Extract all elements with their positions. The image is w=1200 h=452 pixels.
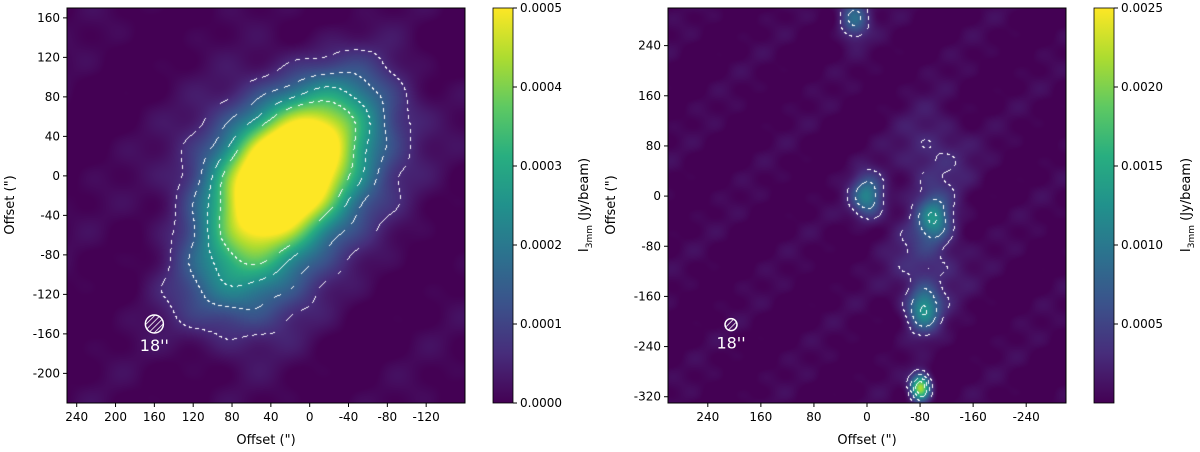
y-tick-label: 0 [52,169,60,183]
y-tick-label: -320 [634,390,661,404]
x-axis-label-2: Offset (") [837,433,896,448]
colorbar-ticks-1: 0.0000 0.0001 0.0002 0.0003 0.0004 0.0005 [513,1,562,410]
x-tick-label: 160 [749,410,772,424]
panel-2: 18'' 240 160 80 0 -80 -160 -240 240 160 80 0 -80 -1… [604,1,1197,448]
y-tick-label: -120 [33,287,60,301]
x-tick-label: -80 [378,410,398,424]
x-axis-ticks-1: 240 200 160 120 80 40 0 -40 -80 -120 [65,403,440,424]
x-tick-label: -80 [910,410,930,424]
y-tick-label: 240 [638,39,661,53]
x-tick-label: 80 [224,410,239,424]
y-axis-ticks-2: 240 160 80 0 -80 -160 -240 -320 [634,39,668,404]
colorbar-ticks-2: 0.0005 0.0010 0.0015 0.0020 0.0025 [1114,1,1163,331]
y-tick-label: -80 [641,239,661,253]
beam-circle [724,317,738,332]
beam-label: 18'' [716,334,745,353]
colorbar-tick-label: 0.0004 [520,80,562,94]
y-tick-label: 80 [646,139,661,153]
colorbar-tick-label: 0.0003 [520,159,562,173]
colorbar-tick-label: 0.0025 [1121,1,1163,15]
y-tick-label: 80 [45,90,60,104]
colorbar-tick-label: 0.0000 [520,396,562,410]
y-tick-label: -40 [40,208,60,222]
colorbar-tick-label: 0.0005 [1121,317,1163,331]
y-tick-label: 40 [45,129,60,143]
x-tick-label: -240 [1013,410,1040,424]
beam-label: 18'' [140,336,169,355]
y-axis-ticks-1: 160 120 80 40 0 -40 -80 -120 -160 -200 [33,11,67,380]
colorbar-tick-label: 0.0020 [1121,80,1163,94]
y-tick-label: 160 [638,89,661,103]
x-tick-label: 0 [863,410,871,424]
panel-1: 18'' 240 200 160 120 80 40 0 -40 -80 -120 160 120 8… [3,1,595,448]
x-tick-label: -40 [339,410,359,424]
y-tick-label: -80 [40,248,60,262]
y-axis-label-2: Offset (") [604,175,619,234]
beam-circle [144,314,165,334]
x-tick-label: -120 [413,410,440,424]
colorbar-tick-label: 0.0005 [520,1,562,15]
colorbar-label-1: I3mm (Jy/beam) [577,158,595,252]
colorbar-1 [492,7,514,404]
plot-frame-1 [66,7,466,404]
x-axis-label-1: Offset (") [236,433,295,448]
colorbar-label-2: I3mm (Jy/beam) [1179,158,1197,252]
x-tick-label: 160 [143,410,166,424]
x-tick-label: 240 [65,410,88,424]
beam-marker-1: 18'' [140,314,169,355]
x-tick-label: 200 [104,410,127,424]
colorbar-tick-label: 0.0015 [1121,159,1163,173]
colorbar-2 [1093,7,1115,404]
beam-marker-2: 18'' [716,317,746,353]
y-tick-label: -160 [33,327,60,341]
colorbar-tick-label: 0.0001 [520,317,562,331]
x-tick-label: 0 [306,410,314,424]
x-tick-label: 120 [182,410,205,424]
y-tick-label: 160 [37,11,60,25]
colorbar-tick-label: 0.0010 [1121,238,1163,252]
x-tick-label: 240 [696,410,719,424]
x-tick-label: 40 [263,410,278,424]
y-tick-label: -200 [33,366,60,380]
intensity-map-1 [67,8,465,403]
intensity-map-2 [668,8,1066,403]
y-tick-label: 0 [653,189,661,203]
x-axis-ticks-2: 240 160 80 0 -80 -160 -240 [696,403,1040,424]
y-axis-label-1: Offset (") [3,175,18,234]
x-tick-label: -160 [960,410,987,424]
colorbar-tick-label: 0.0002 [520,238,562,252]
x-tick-label: 80 [806,410,821,424]
y-tick-label: 120 [37,50,60,64]
y-tick-label: -160 [634,289,661,303]
y-tick-label: -240 [634,340,661,354]
